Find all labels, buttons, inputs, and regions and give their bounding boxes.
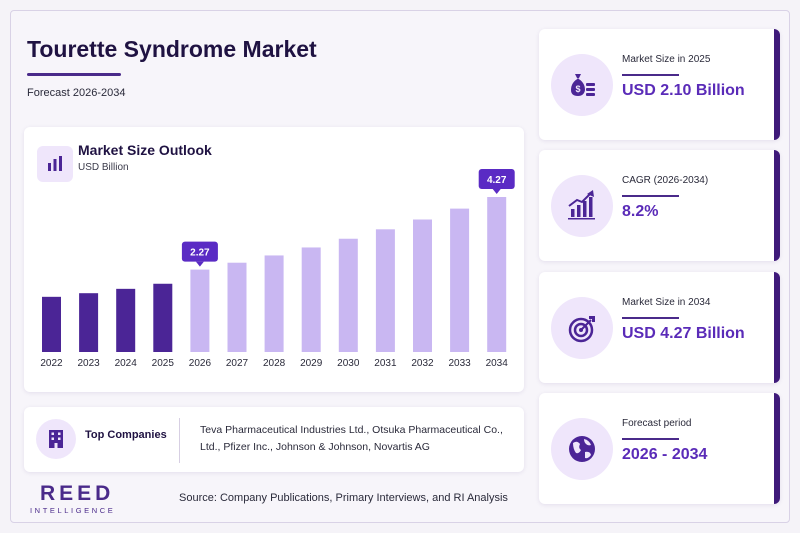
stat-label: Market Size in 2034: [622, 297, 711, 308]
chart-unit-label: USD Billion: [78, 162, 129, 173]
stat-underline: [622, 438, 679, 440]
card-accent: [774, 29, 780, 140]
x-tick-label: 2024: [115, 358, 138, 369]
chart-title: Market Size Outlook: [78, 142, 212, 158]
bar-chart-icon: [37, 146, 73, 182]
globe-icon: [551, 418, 613, 480]
card-accent: [774, 272, 780, 383]
bar-2024: [116, 288, 136, 352]
money-bag-icon: $: [551, 54, 613, 116]
data-label: 4.27: [487, 175, 507, 186]
stat-card-cagr: CAGR (2026-2034) 8.2%: [539, 150, 780, 261]
logo-wordmark: REED: [40, 482, 115, 505]
bar-2032: [413, 219, 432, 352]
chart-card: Market Size Outlook USD Billion 2022 2023…: [24, 127, 524, 392]
bar-2023: [79, 293, 99, 352]
stat-label: CAGR (2026-2034): [622, 175, 709, 186]
x-tick-label: 2031: [374, 358, 397, 369]
page-subtitle: Forecast 2026-2034: [27, 87, 126, 99]
page-title: Tourette Syndrome Market: [27, 36, 317, 62]
stat-label: Market Size in 2025: [622, 54, 711, 65]
divider: [179, 418, 180, 463]
x-tick-label: 2030: [337, 358, 360, 369]
bar-2022: [42, 296, 61, 352]
logo-subtitle: INTELLIGENCE: [30, 506, 116, 515]
title-underline: [27, 73, 121, 76]
stat-value: USD 2.10 Billion: [622, 82, 745, 99]
card-accent: [774, 150, 780, 261]
target-icon: [551, 297, 613, 359]
x-tick-label: 2023: [77, 358, 100, 369]
data-label: 2.27: [190, 248, 210, 259]
bar-2028: [264, 255, 284, 352]
x-tick-label: 2032: [411, 358, 434, 369]
callout-2026: 2.27: [181, 241, 218, 267]
building-icon: [36, 419, 76, 459]
bar-2029: [301, 247, 321, 352]
bar-2025: [153, 283, 173, 352]
svg-text:$: $: [575, 84, 580, 94]
stat-card-market-size-2034: Market Size in 2034 USD 4.27 Billion: [539, 272, 780, 383]
callout-2034: 4.27: [478, 169, 515, 194]
stat-label: Forecast period: [622, 418, 692, 429]
bar-2026: [190, 269, 210, 352]
source-note: Source: Company Publications, Primary In…: [179, 492, 508, 504]
top-companies-card: Top Companies Teva Pharmaceutical Indust…: [24, 407, 524, 472]
x-tick-label: 2025: [152, 358, 175, 369]
bar-2034: [487, 197, 507, 352]
stat-underline: [622, 74, 679, 76]
bar-2031: [375, 229, 395, 352]
x-tick-label: 2022: [40, 358, 63, 369]
stat-underline: [622, 317, 679, 319]
bar-2030: [338, 238, 358, 352]
x-tick-label: 2029: [300, 358, 323, 369]
x-tick-label: 2034: [486, 358, 509, 369]
stat-value: 8.2%: [622, 203, 659, 220]
bar-2027: [227, 262, 247, 352]
x-tick-label: 2028: [263, 358, 286, 369]
bar-chart: 2022 2023 2024 2025 2026 2027 2028 2029 2030 2031…: [40, 169, 515, 369]
top-companies-list: Teva Pharmaceutical Industries Ltd., Ots…: [200, 424, 503, 453]
x-tick-label: 2026: [189, 358, 212, 369]
x-tick-label: 2027: [226, 358, 249, 369]
card-accent: [774, 393, 780, 504]
top-companies-label: Top Companies: [85, 429, 167, 441]
stat-card-forecast-period: Forecast period 2026 - 2034: [539, 393, 780, 504]
growth-chart-icon: [551, 175, 613, 237]
bar-2033: [450, 208, 470, 352]
x-tick-label: 2033: [448, 358, 471, 369]
stat-value: USD 4.27 Billion: [622, 325, 745, 342]
stat-underline: [622, 195, 679, 197]
stat-value: 2026 - 2034: [622, 446, 708, 463]
stat-card-market-size-2025: $ Market Size in 2025 USD 2.10 Billion: [539, 29, 780, 140]
